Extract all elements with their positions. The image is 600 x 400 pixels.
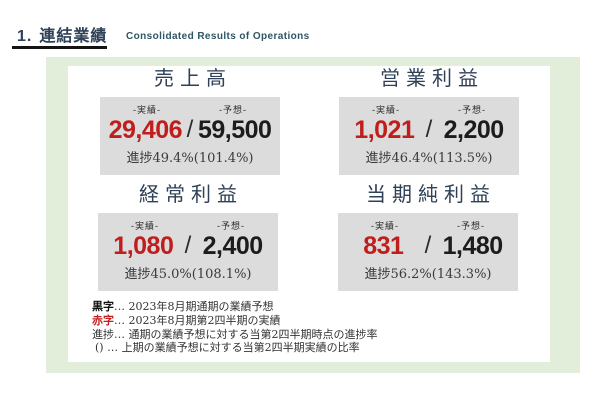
legend-text: … 通期の業績予想に対する当第2四半期時点の進捗率 [114, 327, 378, 341]
value-labels-row: -実績- -予想- [342, 219, 514, 232]
legend-text: … 2023年8月期第2四半期の実績 [114, 313, 281, 327]
progress-text: 進捗56.2%(143.3%) [364, 267, 492, 282]
progress-text: 進捗45.0%(108.1%) [124, 267, 252, 282]
metric-card: -実績- -予想- 1,080 / 2,400 進捗45.0%(108.1%) [98, 213, 278, 291]
actual-value: 831 [363, 232, 404, 260]
forecast-label: -予想- [216, 222, 246, 232]
metric-card: -実績- -予想- 831 / 1,480 進捗56.2%(143.3%) [338, 213, 518, 291]
forecast-value: 1,480 [442, 232, 504, 260]
actual-label: -実績- [132, 106, 162, 116]
progress-text: 進捗49.4%(101.4%) [126, 151, 254, 166]
value-separator: / [425, 116, 433, 143]
metric-card: -実績- -予想- 29,406 / 59,500 進捗49.4%(101.4%… [100, 97, 280, 175]
progress-text: 進捗46.4%(113.5%) [365, 151, 493, 166]
actual-value: 1,080 [113, 232, 174, 260]
section-title-en: Consolidated Results of Operations [126, 31, 310, 42]
values-row: 831 / 1,480 [342, 232, 514, 260]
value-separator: / [184, 232, 192, 259]
legend-line-progress: 進捗… 通期の業績予想に対する当第2四半期時点の進捗率 [92, 328, 378, 342]
forecast-value: 2,200 [443, 116, 505, 144]
value-separator: / [424, 232, 432, 259]
metric-title: 当期純利益 [366, 182, 496, 206]
metric-title: 経常利益 [139, 182, 243, 206]
forecast-value: 59,500 [197, 116, 272, 144]
actual-value: 29,406 [108, 116, 183, 144]
value-labels-row: -実績- -予想- [102, 219, 274, 232]
metric-title: 営業利益 [380, 66, 484, 90]
legend-line-black: 黒字… 2023年8月期通期の業績予想 [92, 300, 378, 314]
values-row: 1,021 / 2,200 [343, 116, 515, 144]
legend-term-parentheses: () [95, 341, 104, 355]
metric-net-income: 当期純利益 -実績- -予想- 831 / 1,480 進捗56.2%(143.… [328, 182, 528, 291]
actual-label: -実績- [130, 222, 160, 232]
header-underline [12, 46, 107, 49]
metric-title: 売上高 [154, 66, 232, 90]
section-heading: 1. 連結業績 [17, 22, 107, 46]
legend-term-progress: 進捗 [92, 327, 114, 341]
metric-operating-income: 営業利益 -実績- -予想- 1,021 / 2,200 進捗46.4%(113… [329, 66, 529, 175]
section-number: 1. [17, 28, 33, 45]
legend-term-black: 黒字 [92, 300, 114, 313]
metric-ordinary-income: 経常利益 -実績- -予想- 1,080 / 2,400 進捗45.0%(108… [88, 182, 288, 291]
forecast-label: -予想- [218, 106, 248, 116]
values-row: 29,406 / 59,500 [104, 116, 276, 144]
values-row: 1,080 / 2,400 [102, 232, 274, 260]
section-title-ja: 連結業績 [39, 28, 108, 45]
legend-text: … 2023年8月期通期の業績予想 [114, 300, 274, 313]
metric-net-sales: 売上高 -実績- -予想- 29,406 / 59,500 進捗49.4%(10… [90, 66, 290, 175]
legend-line-parentheses: () … 上期の業績予想に対する当第2四半期実績の比率 [92, 341, 378, 355]
legend-text: … 上期の業績予想に対する当第2四半期実績の比率 [103, 341, 360, 355]
actual-label: -実績- [370, 222, 400, 232]
legend-term-red: 赤字 [92, 313, 114, 327]
legend-line-red: 赤字… 2023年8月期第2四半期の実績 [92, 314, 378, 328]
value-labels-row: -実績- -予想- [104, 103, 276, 116]
metric-card: -実績- -予想- 1,021 / 2,200 進捗46.4%(113.5%) [339, 97, 519, 175]
actual-value: 1,021 [354, 116, 415, 144]
forecast-value: 2,400 [202, 232, 264, 260]
value-labels-row: -実績- -予想- [343, 103, 515, 116]
forecast-label: -予想- [457, 106, 487, 116]
value-separator: / [186, 116, 194, 143]
forecast-label: -予想- [456, 222, 486, 232]
actual-label: -実績- [371, 106, 401, 116]
legend-notes: 黒字… 2023年8月期通期の業績予想 赤字… 2023年8月期第2四半期の実績… [92, 300, 378, 355]
